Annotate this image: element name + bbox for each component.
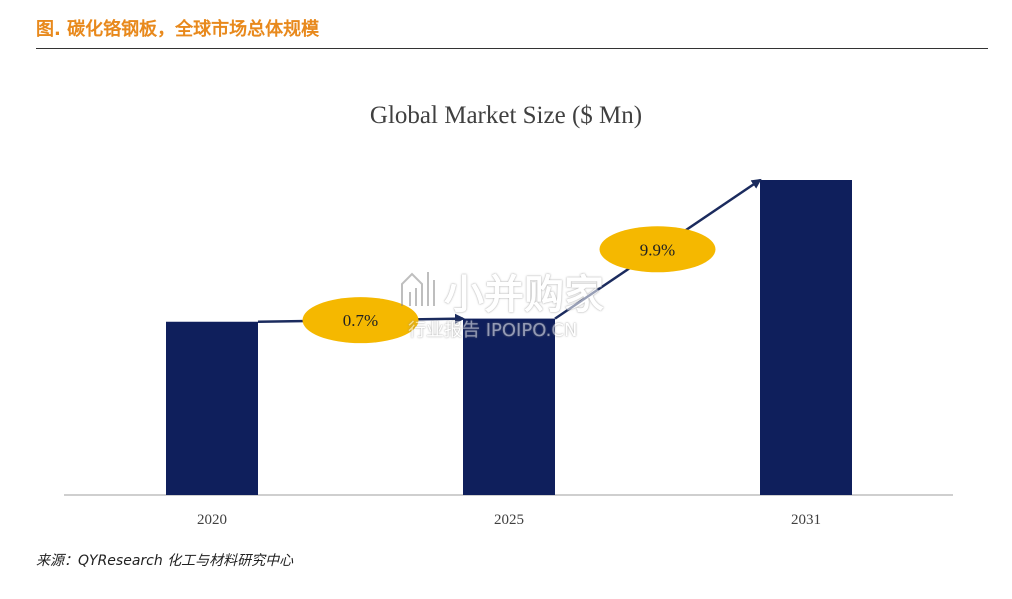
source-note: 来源：QYResearch 化工与材料研究中心 [36, 553, 294, 569]
cagr-label: 9.9% [640, 240, 675, 259]
cagr-badge [599, 226, 716, 273]
bar-2025 [463, 318, 555, 495]
x-tick-label: 2025 [494, 512, 524, 528]
figure-title: 图. 碳化铬钢板，全球市场总体规模 [36, 16, 988, 49]
cagr-label: 0.7% [343, 311, 378, 330]
x-tick-label: 2020 [197, 512, 227, 528]
x-tick-label: 2031 [791, 512, 821, 528]
cagr-badge [302, 297, 419, 344]
chart-title: Global Market Size ($ Mn) [369, 102, 643, 129]
bar-2031 [760, 180, 852, 495]
bar-2020 [166, 321, 258, 495]
